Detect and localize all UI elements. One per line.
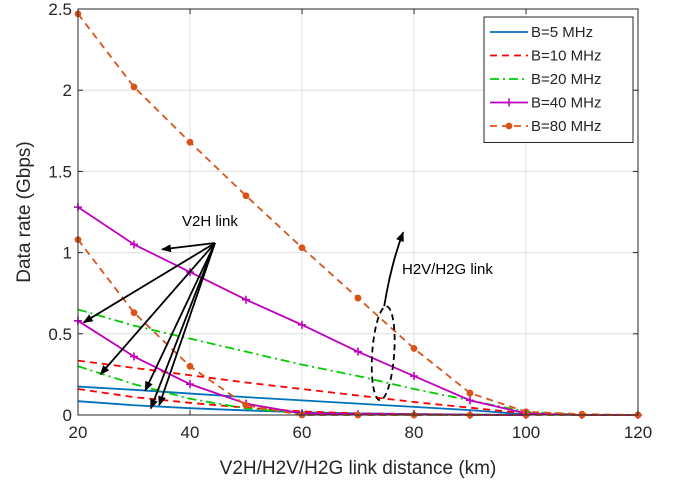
data-point xyxy=(505,122,513,130)
x-tick-label: 20 xyxy=(69,423,88,442)
axes: 20 40 60 80 100 120 0 0.5 1 1.5 2 2.5 xyxy=(48,0,652,442)
legend-label: B=5 MHz xyxy=(531,24,593,41)
data-point xyxy=(466,396,474,405)
legend-label: B=10 MHz xyxy=(531,48,601,65)
data-point xyxy=(130,240,138,249)
annotation-ellipse xyxy=(370,305,396,402)
annotation-arrow-h2v xyxy=(383,231,405,307)
legend-box xyxy=(483,16,634,143)
data-point xyxy=(505,98,513,107)
x-axis-label: V2H/H2V/H2G link distance (km) xyxy=(220,458,497,479)
annotation-h2v-h2g-link: H2V/H2G link xyxy=(402,261,493,278)
plot-frame xyxy=(77,8,639,416)
data-point xyxy=(354,347,362,356)
data-point xyxy=(298,244,306,252)
annotation-arrow-v2h xyxy=(149,242,216,410)
x-tick-label: 80 xyxy=(405,423,424,442)
data-point xyxy=(130,352,138,361)
legend: B=5 MHz B=10 MHz B=20 MHz B=40 MHz B=80 MHz xyxy=(483,16,634,143)
y-tick-label: 1.5 xyxy=(48,162,72,181)
data-point xyxy=(410,372,418,381)
data-point xyxy=(354,294,362,302)
legend-label: B=40 MHz xyxy=(531,95,601,112)
y-axis-label: Data rate (Gbps) xyxy=(14,141,35,283)
data-point xyxy=(130,83,138,91)
data-point xyxy=(186,362,194,370)
x-tick-label: 100 xyxy=(512,423,540,442)
data-point xyxy=(578,410,586,418)
y-tick-label: 0 xyxy=(63,406,72,425)
data-point xyxy=(186,138,194,146)
annotation-arrow-v2h xyxy=(158,242,216,407)
annotation-arrow-v2h xyxy=(99,242,216,376)
data-point xyxy=(242,295,250,304)
annotation-arrow-v2h xyxy=(144,242,216,392)
y-tick-label: 2.5 xyxy=(48,0,72,19)
legend-label: B=20 MHz xyxy=(531,71,601,88)
x-tick-label: 120 xyxy=(624,423,652,442)
annotation-arrow-v2h xyxy=(82,242,216,324)
data-point xyxy=(466,389,474,397)
data-point xyxy=(298,320,306,329)
data-point xyxy=(242,401,250,409)
legend-label: B=80 MHz xyxy=(531,118,601,135)
x-tick-label: 40 xyxy=(181,423,200,442)
y-tick-label: 2 xyxy=(63,81,72,100)
data-point xyxy=(130,309,138,317)
annotations: V2H link H2V/H2G link xyxy=(82,213,493,410)
annotation-v2h-link: V2H link xyxy=(182,213,238,230)
data-point xyxy=(242,192,250,200)
y-tick-label: 0.5 xyxy=(48,325,72,344)
annotation-arrow-v2h xyxy=(161,242,216,253)
x-tick-label: 60 xyxy=(293,423,312,442)
y-tick-label: 1 xyxy=(63,244,72,263)
data-point xyxy=(186,380,194,389)
data-point xyxy=(410,345,418,352)
